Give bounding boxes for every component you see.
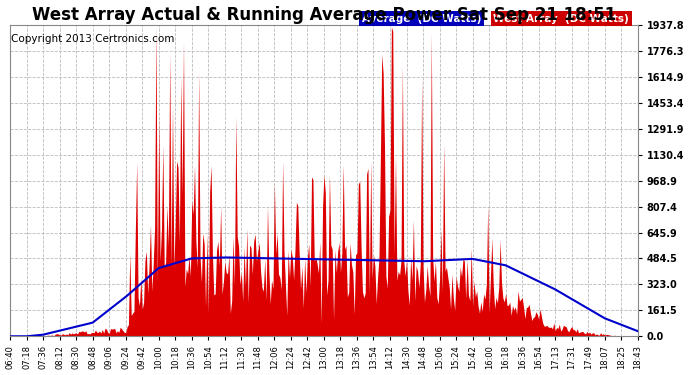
Text: West Array  (DC Watts): West Array (DC Watts) — [493, 13, 629, 24]
Text: Copyright 2013 Certronics.com: Copyright 2013 Certronics.com — [11, 34, 175, 45]
Text: Average  (DC Watts): Average (DC Watts) — [362, 13, 481, 24]
Title: West Array Actual & Running Average Power Sat Sep 21 18:51: West Array Actual & Running Average Powe… — [32, 6, 616, 24]
